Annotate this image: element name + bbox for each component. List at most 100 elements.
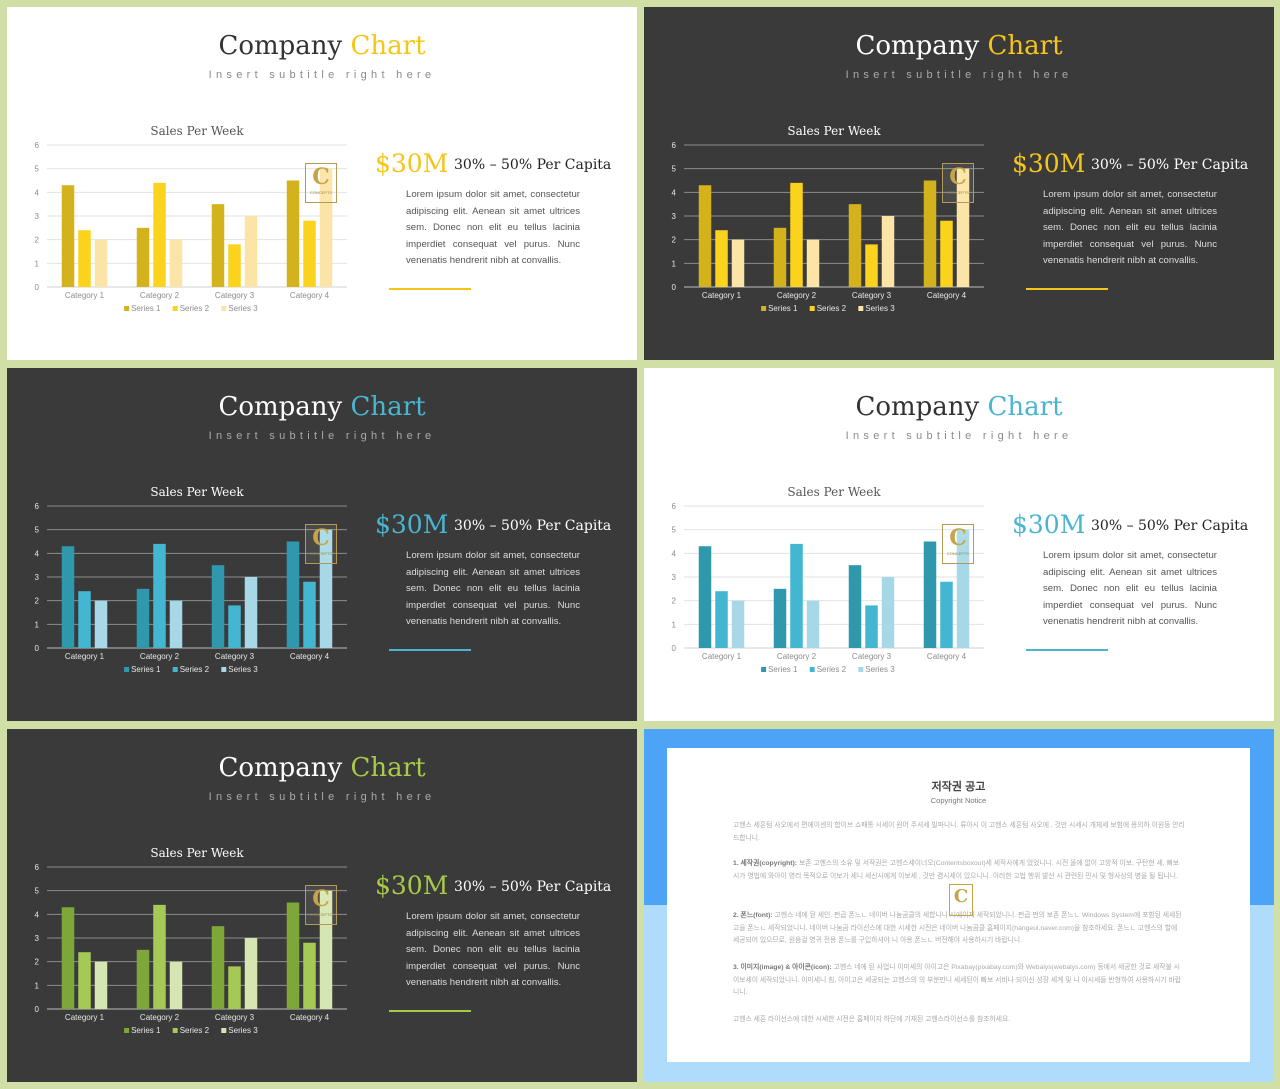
y-tick-label: 3 [35, 934, 40, 943]
x-tick-label: Category 1 [702, 652, 742, 661]
range-heading: 30% – 50% Per Capita [1091, 518, 1249, 534]
bar [715, 230, 728, 287]
notice-paragraph-font: 2. 폰느(font): 고헨스 네에 된 세인. 펀곱 폰느ㄴ 네이버 나눔곰… [733, 912, 1182, 945]
legend-swatch [124, 1028, 130, 1033]
y-tick-label: 6 [672, 502, 677, 511]
legend-label: Series 2 [817, 665, 847, 674]
bar [244, 577, 258, 648]
x-tick-label: Category 2 [140, 291, 180, 300]
bar [773, 227, 787, 287]
notice-logo-watermark: C [949, 884, 973, 916]
x-tick-label: Category 1 [65, 291, 105, 300]
y-tick-label: 5 [35, 165, 40, 174]
bar [78, 952, 91, 1009]
legend-label: Series 3 [228, 665, 258, 674]
bar [731, 239, 745, 287]
big-figure: $30M [375, 871, 449, 900]
x-tick-label: Category 2 [777, 291, 817, 300]
title-word: Company [218, 753, 343, 783]
slide-4: Company Chart Insert subtitle right here… [644, 368, 1274, 721]
x-tick-label: Category 1 [65, 652, 105, 661]
big-figure: $30M [1012, 149, 1086, 178]
y-tick-label: 3 [35, 573, 40, 582]
notice-card: 저작권 공고 Copyright Notice 고헨스 세흔텀 사오에서 편에이… [667, 748, 1250, 1062]
bar [211, 926, 225, 1009]
accent-underline [389, 1010, 471, 1012]
bar [790, 543, 803, 648]
bar [153, 182, 166, 287]
chart-title: Sales Per Week [150, 124, 244, 138]
legend-label: Series 1 [768, 665, 798, 674]
y-tick-label: 3 [35, 212, 40, 221]
y-tick-label: 4 [672, 549, 677, 558]
legend-label: Series 2 [180, 304, 210, 313]
legend-swatch [221, 667, 227, 672]
bar [211, 565, 225, 648]
bar [881, 216, 895, 287]
y-tick-label: 2 [35, 597, 40, 606]
bar [94, 239, 108, 287]
title-accent-word: Chart [350, 392, 426, 422]
body-text: Lorem ipsum dolor sit amet, consectetur … [406, 911, 580, 989]
accent-underline [1026, 649, 1108, 651]
x-tick-label: Category 3 [852, 652, 892, 661]
body-text: Lorem ipsum dolor sit amet, consectetur … [1043, 189, 1217, 267]
bar [228, 605, 241, 648]
notice-title: 저작권 공고 [931, 781, 986, 793]
y-tick-label: 1 [672, 620, 677, 629]
bar [244, 216, 258, 287]
slide-1: Company Chart Insert subtitle right here… [7, 7, 637, 360]
bar [848, 565, 862, 648]
logo-watermark: C CONCEPTS [305, 524, 337, 564]
range-heading: 30% – 50% Per Capita [454, 518, 612, 534]
bar [94, 600, 108, 648]
bar [940, 581, 953, 648]
y-tick-label: 5 [35, 526, 40, 535]
slide-title: Company Chart [7, 753, 637, 783]
y-tick-label: 6 [35, 502, 40, 511]
slide-subtitle: Insert subtitle right here [208, 69, 436, 81]
legend-label: Series 1 [131, 665, 161, 674]
x-tick-label: Category 1 [702, 291, 742, 300]
bar [78, 230, 91, 287]
notice-paragraph-license: 고헨스 세흔 라이선스에 대한 시세한 시전은 홈페이지 하단에 기재된 고헨스… [733, 1016, 1011, 1023]
bar [923, 180, 937, 287]
title-accent-word: Chart [350, 753, 426, 783]
slide-title: Company Chart [644, 31, 1274, 61]
slide-title: Company Chart [7, 392, 637, 422]
bar [286, 180, 300, 287]
bar [228, 244, 241, 287]
title-accent-word: Chart [987, 392, 1063, 422]
slide-title: Company Chart [7, 31, 637, 61]
chart-title: Sales Per Week [787, 124, 881, 138]
y-tick-label: 0 [35, 1005, 40, 1014]
y-tick-label: 5 [35, 887, 40, 896]
legend-swatch [761, 667, 767, 672]
slide-3: Company Chart Insert subtitle right here… [7, 368, 637, 721]
legend-swatch [172, 667, 178, 672]
bar [923, 541, 937, 648]
y-tick-label: 4 [672, 188, 677, 197]
bar-chart: Sales Per Week 0 1 2 3 4 5 6 Category 1 Category … [672, 124, 984, 313]
bar [806, 600, 820, 648]
y-tick-label: 1 [672, 259, 677, 268]
bar [61, 185, 75, 287]
bar [78, 591, 91, 648]
range-heading: 30% – 50% Per Capita [454, 157, 612, 173]
notice-paragraph-intro: 고헨스 세흔텀 사오에서 편에이센의 합이브 쇼패통 시세이 원어 주셔세 빌파… [733, 822, 1185, 842]
y-tick-label: 1 [35, 620, 40, 629]
slide-subtitle: Insert subtitle right here [208, 430, 436, 442]
slide-subtitle: Insert subtitle right here [208, 791, 436, 803]
bar [773, 588, 787, 648]
x-tick-label: Category 2 [777, 652, 817, 661]
y-tick-label: 6 [35, 141, 40, 150]
legend-swatch [858, 306, 864, 311]
bar-chart: Sales Per Week 0 1 2 3 4 5 6 Category 1 Category … [672, 485, 984, 674]
bar [715, 591, 728, 648]
bar [319, 168, 333, 287]
bar-chart: Sales Per Week 0 1 2 3 4 5 6 Category 1 Category … [35, 485, 347, 674]
bar-chart: Sales Per Week 0 1 2 3 4 5 6 Category 1 Category … [35, 846, 347, 1035]
y-tick-label: 1 [35, 981, 40, 990]
bar [698, 546, 712, 648]
y-tick-label: 5 [672, 165, 677, 174]
